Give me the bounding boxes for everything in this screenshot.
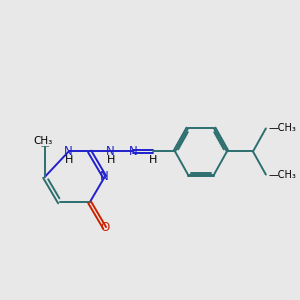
Text: —CH₃: —CH₃ bbox=[269, 123, 297, 134]
Text: H: H bbox=[148, 155, 157, 165]
Text: N: N bbox=[64, 145, 73, 158]
Text: H: H bbox=[106, 155, 115, 165]
Text: O: O bbox=[100, 221, 109, 234]
Text: N: N bbox=[106, 145, 115, 158]
Text: CH₃: CH₃ bbox=[34, 136, 53, 146]
Text: H: H bbox=[64, 155, 73, 165]
Text: N: N bbox=[129, 145, 137, 158]
Text: N: N bbox=[100, 170, 109, 184]
Text: —CH₃: —CH₃ bbox=[269, 169, 297, 180]
Text: —: — bbox=[40, 142, 49, 152]
